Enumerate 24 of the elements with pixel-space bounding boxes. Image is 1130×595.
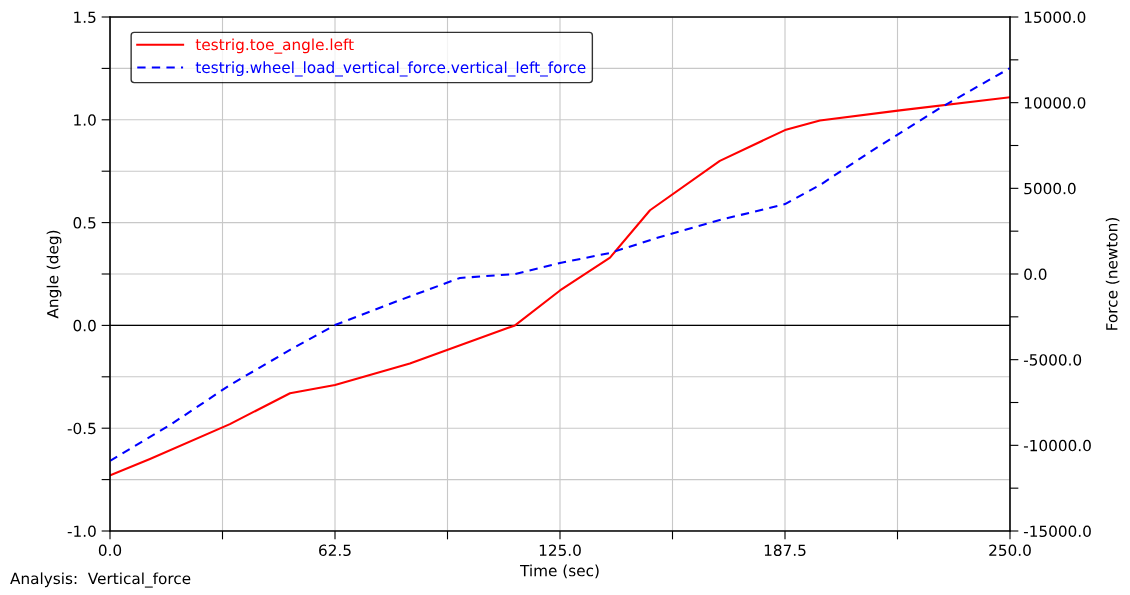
text: Analysis: Vertical_force: [10, 572, 191, 588]
legend-label: testrig.toe_angle.left: [195, 38, 354, 54]
y-tick-label: -1.0: [67, 525, 96, 538]
y-tick-label: 0.5: [73, 217, 96, 229]
y2-tick-label: -5000.0: [1023, 354, 1082, 366]
y-tick-label: 0.0: [73, 319, 96, 332]
x-tick-label: 125.0: [539, 544, 581, 557]
x-tick-label: 250.0: [989, 544, 1031, 557]
y2-tick-label: 15000.0: [1024, 11, 1086, 24]
legend-label: testrig.wheel_load_vertical_force.vertical_left_force: [195, 61, 586, 77]
y-tick-label: 1.5: [74, 11, 96, 24]
y2-tick-label: 10000.0: [1024, 97, 1086, 109]
y-tick-label: -0.5: [67, 422, 96, 435]
x-tick-label: 187.5: [764, 544, 806, 557]
y2-tick-label: 5000.0: [1024, 182, 1076, 195]
y2-tick-label: -10000.0: [1023, 439, 1091, 452]
y2-tick-label: 0.0: [1024, 268, 1047, 281]
x-tick-label: 0.0: [98, 544, 122, 557]
y2-axis-title: Force (newton): [1105, 217, 1120, 330]
y2-tick-label: -15000.0: [1023, 525, 1091, 538]
x-tick-label: 62.5: [319, 544, 351, 557]
y-tick-label: 1.0: [74, 114, 96, 126]
y-axis-title: Angle (deg): [46, 230, 62, 319]
x-axis-title: Time (sec): [520, 564, 599, 579]
